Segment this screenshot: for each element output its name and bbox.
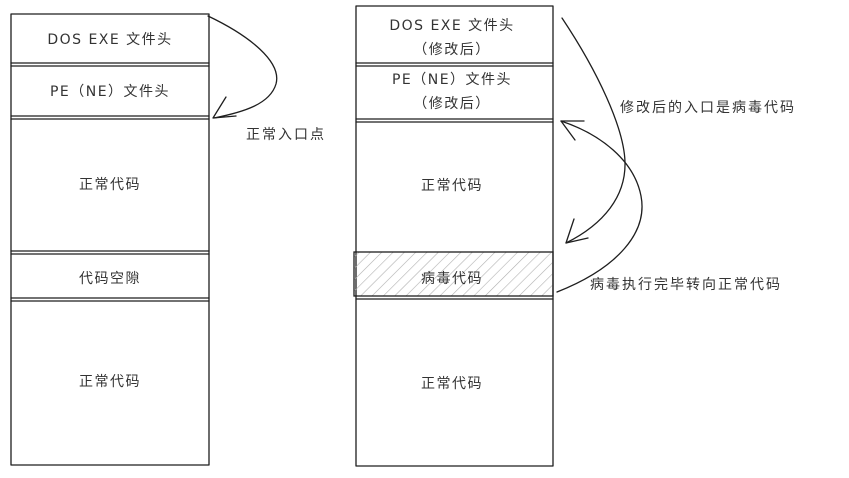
right-column-frame [355,5,554,467]
right-normal-code-top-label: 正常代码 [421,178,483,194]
right-dos-header-modified-label: （修改后） [413,42,491,58]
right-pe-header-modified-label: （修改后） [413,96,491,112]
left-normal-code-bottom-label: 正常代码 [79,374,141,390]
right-normal-code-bottom-label: 正常代码 [421,376,483,392]
right-pe-header-label: PE（NE）文件头 [392,72,512,88]
virus-return-arrow-curve [556,120,643,293]
normal-entry-annotation: 正常入口点 [246,127,326,143]
modified-entry-arrow [561,17,626,244]
left-code-gap-label: 代码空隙 [79,271,141,287]
virus-return-arrow [556,120,643,293]
normal-entry-arrow-head [212,96,237,119]
normal-entry-arrow-curve [207,15,278,119]
right-virus-code-label: 病毒代码 [421,271,483,287]
modified-entry-annotation: 修改后的入口是病毒代码 [620,100,796,116]
virus-return-annotation: 病毒执行完毕转向正常代码 [590,277,782,293]
left-dos-header-label: DOS EXE 文件头 [47,32,172,48]
left-pe-header-label: PE（NE）文件头 [50,84,170,100]
right-dos-header-label: DOS EXE 文件头 [389,18,514,34]
left-column: DOS EXE 文件头 PE（NE）文件头 正常代码 代码空隙 正常代码 [10,13,210,466]
modified-entry-arrow-curve [561,17,626,244]
modified-entry-arrow-head [565,218,589,244]
virus-code-block [353,251,554,297]
left-column-frame [10,13,210,466]
virus-return-arrow-head [560,120,585,141]
normal-entry-arrow [207,15,278,119]
left-normal-code-top-label: 正常代码 [79,177,141,193]
right-column: DOS EXE 文件头 （修改后） PE（NE）文件头 （修改后） 正常代码 病… [353,5,554,467]
